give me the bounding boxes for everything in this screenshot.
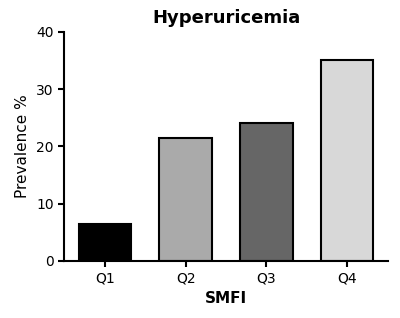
Bar: [160, 138, 212, 261]
X-axis label: SMFI: SMFI: [205, 291, 247, 306]
Y-axis label: Prevalence %: Prevalence %: [16, 94, 30, 198]
Bar: [79, 224, 131, 261]
Bar: [321, 60, 373, 261]
Title: Hyperuricemia: Hyperuricemia: [152, 10, 300, 27]
Bar: [240, 123, 292, 261]
